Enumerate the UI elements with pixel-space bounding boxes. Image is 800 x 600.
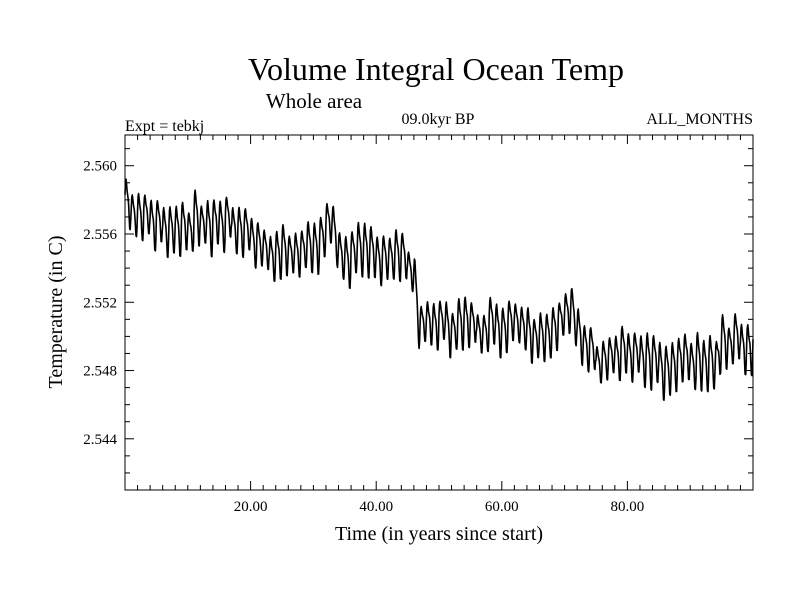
x-tick-labels: 20.00 40.00 60.00 80.00 — [234, 499, 645, 515]
y-tick-labels: 2.544 2.548 2.552 2.556 2.560 — [83, 159, 117, 448]
chart-subtitle: Whole area — [266, 89, 363, 113]
x-tick-label: 80.00 — [611, 499, 645, 515]
series-line-temperature — [124, 178, 754, 401]
x-axis-ticks — [137, 135, 741, 490]
period-label: 09.0kyr BP — [402, 111, 475, 128]
y-tick-label: 2.544 — [83, 432, 117, 448]
y-tick-label: 2.560 — [83, 159, 117, 175]
chart-title: Volume Integral Ocean Temp — [248, 51, 624, 87]
x-axis-label: Time (in years since start) — [335, 523, 543, 545]
experiment-label: Expt = tebkj — [125, 118, 204, 135]
y-tick-label: 2.548 — [83, 364, 117, 380]
y-axis-label: Temperature (in C) — [45, 236, 67, 389]
y-tick-label: 2.556 — [83, 227, 117, 243]
y-tick-label: 2.552 — [83, 295, 117, 311]
months-label: ALL_MONTHS — [646, 111, 753, 128]
x-tick-label: 60.00 — [485, 499, 519, 515]
x-tick-label: 40.00 — [359, 499, 393, 515]
x-tick-label: 20.00 — [234, 499, 268, 515]
